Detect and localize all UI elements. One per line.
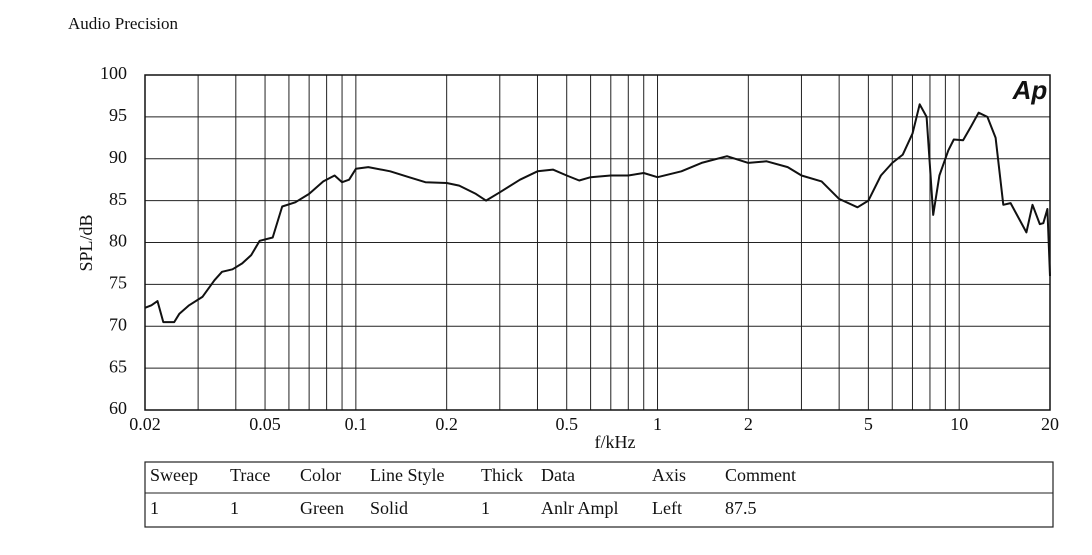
x-tick-label: 0.1 bbox=[345, 414, 368, 434]
x-tick-label: 0.5 bbox=[555, 414, 578, 434]
y-tick-label: 75 bbox=[109, 273, 127, 293]
y-tick-label: 80 bbox=[109, 231, 127, 251]
table-header: Axis bbox=[652, 465, 686, 485]
x-tick-label: 2 bbox=[744, 414, 753, 434]
y-tick-label: 95 bbox=[109, 105, 127, 125]
x-tick-label: 0.02 bbox=[129, 414, 161, 434]
y-tick-label: 90 bbox=[109, 147, 127, 167]
table-cell: 1 bbox=[150, 498, 159, 518]
x-tick-label: 20 bbox=[1041, 414, 1059, 434]
table-cell: Anlr Ampl bbox=[541, 498, 619, 518]
header-title: Audio Precision bbox=[68, 14, 179, 33]
table-cell: 1 bbox=[481, 498, 490, 518]
y-tick-label: 85 bbox=[109, 189, 127, 209]
table-cell: Green bbox=[300, 498, 344, 518]
y-tick-label: 60 bbox=[109, 398, 127, 418]
y-tick-label: 70 bbox=[109, 314, 127, 334]
table-cell: Solid bbox=[370, 498, 408, 518]
table-cell: 87.5 bbox=[725, 498, 757, 518]
y-tick-label: 65 bbox=[109, 356, 127, 376]
plot-frame bbox=[144, 74, 1051, 411]
table-header: Comment bbox=[725, 465, 796, 485]
table-cell: Left bbox=[652, 498, 682, 518]
x-tick-label: 5 bbox=[864, 414, 873, 434]
y-tick-label: 100 bbox=[100, 63, 127, 83]
y-axis-label: SPL/dB bbox=[76, 214, 96, 271]
table-header: Thick bbox=[481, 465, 523, 485]
table-cell: 1 bbox=[230, 498, 239, 518]
table-header: Sweep bbox=[150, 465, 198, 485]
x-tick-label: 10 bbox=[950, 414, 968, 434]
table-header: Data bbox=[541, 465, 575, 485]
response-line bbox=[144, 103, 1051, 324]
table-header: Color bbox=[300, 465, 341, 485]
x-tick-label: 1 bbox=[653, 414, 662, 434]
x-axis-label: f/kHz bbox=[595, 432, 636, 452]
x-tick-label: 0.05 bbox=[249, 414, 281, 434]
table-frame bbox=[144, 461, 1054, 528]
x-tick-label: 0.2 bbox=[435, 414, 458, 434]
logo: Ap bbox=[1012, 75, 1048, 105]
table-header: Trace bbox=[230, 465, 270, 485]
table-header: Line Style bbox=[370, 465, 445, 485]
